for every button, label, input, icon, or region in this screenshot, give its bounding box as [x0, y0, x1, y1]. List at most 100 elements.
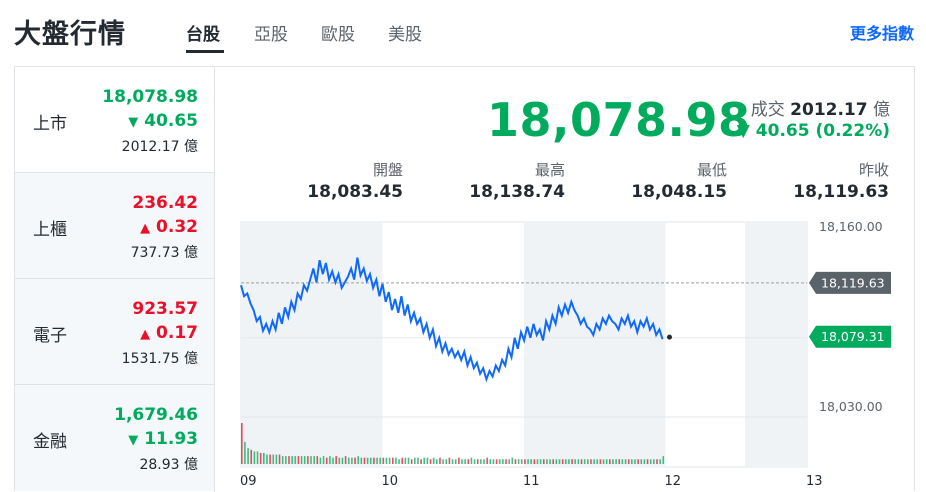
volume-bar: [539, 459, 542, 464]
volume-bar: [527, 459, 529, 464]
volume-bar: [285, 456, 287, 464]
page-title: 大盤行情: [14, 19, 126, 50]
volume-bar: [555, 459, 558, 464]
volume-bar: [398, 459, 400, 464]
sidebar-item-finance[interactable]: 金融 1,679.46 ▼ 11.93 28.93 億: [15, 385, 214, 491]
volume-bar: [631, 459, 633, 464]
volume-bar: [429, 459, 432, 464]
volume-bar: [347, 457, 350, 464]
volume-bar: [363, 457, 366, 464]
volume-bar: [423, 457, 426, 464]
stat-high-label: 最高: [534, 161, 565, 179]
volume-bar: [561, 459, 564, 464]
more-indices-link[interactable]: 更多指數: [849, 24, 914, 43]
volume-bar: [536, 459, 539, 464]
volume-bar: [656, 459, 658, 464]
volume-bar: [524, 459, 526, 464]
volume-bar: [530, 459, 532, 464]
volume-bar: [473, 459, 476, 464]
volume-bar: [391, 457, 394, 464]
volume-value: 2012.17: [790, 100, 868, 120]
stat-open-value: 18,083.45: [307, 182, 403, 202]
volume-bar: [662, 456, 665, 464]
volume-bar: [627, 459, 630, 464]
main-change: ▼ 40.65 (0.22%): [736, 121, 890, 141]
volume-bar: [486, 457, 488, 464]
x-tick-label: 12: [665, 474, 682, 489]
sidebar-item-volume: 28.93 億: [139, 457, 198, 473]
volume-bar: [593, 459, 595, 464]
price-line: [240, 257, 664, 383]
volume-bar: [505, 459, 507, 464]
volume-bar: [511, 457, 514, 464]
sidebar-item-change: ▼ 40.65: [128, 111, 198, 131]
volume-bar: [310, 456, 312, 464]
volume-bar: [303, 456, 306, 464]
volume-bar: [250, 449, 253, 464]
volume-bar: [291, 456, 293, 464]
volume-bar: [615, 459, 617, 464]
intraday-chart[interactable]: 09 10 11 12 13 18,160.00 18,030.00 18,119.63 18,…: [215, 217, 915, 492]
volume-bar: [369, 457, 372, 464]
sidebar-item-listed[interactable]: 上市 18,078.98 ▼ 40.65 2012.17 億: [15, 67, 214, 173]
volume-bar: [533, 459, 536, 464]
volume-bar: [624, 459, 627, 464]
volume-bar: [580, 459, 583, 464]
volume-bar: [542, 459, 545, 464]
sidebar-item-change: ▲ 0.17: [140, 323, 198, 343]
volume-bar: [587, 459, 589, 464]
change-value: 40.65: [144, 111, 198, 131]
volume-bar: [448, 457, 451, 464]
stat-low-label: 最低: [696, 161, 727, 179]
volume-bar: [281, 456, 284, 464]
volume-bar: [605, 459, 608, 464]
volume-bar: [602, 459, 605, 464]
volume-bar: [502, 459, 504, 464]
volume-bar: [354, 457, 356, 464]
volume-bar: [520, 459, 523, 464]
sidebar-item-volume: 2012.17 億: [121, 139, 198, 155]
sidebar-item-change: ▲ 0.32: [140, 217, 198, 237]
sidebar-item-price: 18,078.98: [102, 87, 198, 107]
tab-europe[interactable]: 歐股: [321, 25, 355, 45]
sidebar-item-electronics[interactable]: 電子 923.57 ▲ 0.17 1531.75 億: [15, 279, 214, 385]
sidebar-item-volume: 1531.75 億: [121, 351, 198, 367]
volume-bar: [432, 457, 435, 464]
volume-bar: [612, 459, 614, 464]
volume-bar: [388, 457, 391, 464]
prev-close-label: 18,119.63: [821, 275, 885, 290]
volume-bar: [329, 456, 331, 464]
tab-taiwan[interactable]: 台股: [186, 25, 220, 45]
last-point-marker: [667, 334, 672, 340]
index-sidebar: 上市 18,078.98 ▼ 40.65 2012.17 億 上櫃 236.42…: [15, 67, 215, 492]
volume-bar: [426, 457, 429, 464]
volume-bar: [244, 441, 246, 464]
volume-bar: [451, 459, 454, 464]
y-tick-label: 18,030.00: [819, 399, 883, 414]
tab-us[interactable]: 美股: [388, 25, 422, 45]
volume-bar: [332, 457, 334, 464]
volume-bar: [241, 423, 243, 464]
volume-bar: [618, 459, 621, 464]
volume-bar: [385, 457, 388, 464]
tab-asia[interactable]: 亞股: [254, 25, 288, 45]
volume-bar: [461, 459, 463, 464]
volume-bar: [621, 459, 624, 464]
volume-bar: [275, 454, 278, 464]
volume-bar: [294, 456, 297, 464]
volume-bar: [464, 459, 466, 464]
volume-bar: [653, 459, 655, 464]
sidebar-item-otc[interactable]: 上櫃 236.42 ▲ 0.32 737.73 億: [15, 173, 214, 279]
volume-bar: [495, 459, 498, 464]
volume-bar: [454, 459, 457, 464]
stat-prevclose-value: 18,119.63: [793, 182, 889, 202]
volume-bar: [583, 459, 586, 464]
volume-bar: [297, 456, 300, 464]
sidebar-item-label: 上市: [33, 114, 67, 134]
volume-bar: [247, 448, 249, 464]
volume-bar: [489, 459, 492, 464]
volume-bar: [467, 459, 470, 464]
volume-bar: [366, 457, 369, 464]
volume-bar: [414, 457, 416, 464]
volume-bar: [420, 459, 422, 464]
